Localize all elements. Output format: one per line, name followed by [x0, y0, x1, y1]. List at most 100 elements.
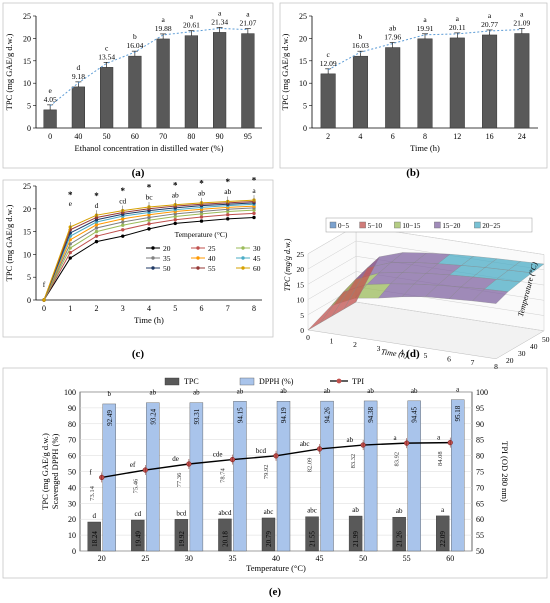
series-point	[121, 223, 125, 227]
bar	[128, 55, 142, 129]
significance-letter: d	[95, 201, 99, 210]
legend-marker	[196, 246, 200, 250]
tpc-letter: cd	[135, 510, 142, 518]
y-axis-title: TPC (mg GAE/g d.w.)	[4, 205, 14, 282]
significance-letter: f	[43, 280, 46, 289]
y-axis-title: TPC (mg GAE/g d.w.)	[280, 34, 290, 111]
bar	[241, 33, 255, 129]
tpi-letter: a	[394, 434, 398, 442]
tpi-value-label: 77.36	[176, 472, 183, 487]
x-tick-label: 2	[353, 340, 357, 349]
bar	[184, 35, 198, 129]
panel-label: (a)	[132, 167, 145, 179]
x-axis-title: Ethanol concentration in distilled water…	[75, 143, 224, 153]
y-axis-title: TPC (mg/g d.w.)	[283, 238, 292, 291]
series-point	[94, 226, 99, 230]
value-label: 20.11	[449, 23, 466, 32]
chart-d	[307, 217, 545, 360]
series-point	[147, 218, 151, 222]
tpc-value-label: 21.26	[396, 531, 404, 547]
significance-letter: a	[190, 12, 194, 21]
legend-swatch	[434, 221, 441, 229]
legend-label: 5−10	[368, 222, 383, 230]
tpc-value-label: 21.55	[309, 531, 317, 547]
bar	[43, 109, 57, 129]
tpi-value-label: 78.74	[219, 468, 226, 483]
series-point	[173, 218, 177, 222]
x-tick-label: 4	[358, 132, 362, 141]
series-point	[68, 242, 72, 246]
value-label: 21.07	[239, 19, 256, 28]
significance-letter: c	[326, 50, 330, 59]
x-tick-label: 95	[244, 132, 252, 141]
y-tick-label: 50	[68, 468, 76, 477]
dpph-letter: ab	[150, 389, 157, 397]
y-tick-label: 5	[303, 102, 307, 111]
x-tick-label: 0	[306, 333, 310, 342]
tpc-value-label: 20.18	[221, 531, 229, 547]
significance-star: *	[252, 176, 257, 186]
legend-label: TPC	[184, 377, 199, 386]
y-tick-label: 100	[64, 388, 76, 397]
bar	[213, 32, 227, 129]
chart-c	[33, 185, 262, 302]
z-tick-label: 25	[297, 250, 305, 259]
legend-label: 20	[163, 244, 171, 253]
significance-star: *	[121, 186, 126, 196]
tpc-letter: abc	[307, 507, 317, 515]
series-point	[226, 217, 230, 221]
panel-frame-c	[2, 179, 274, 338]
significance-letter: a	[161, 15, 165, 24]
y-tick-label: 0	[27, 124, 31, 133]
legend-label: 25	[208, 244, 216, 253]
x-tick-label: 90	[216, 132, 224, 141]
y-tick-label: 10	[23, 250, 31, 259]
y-tick-label: 30	[518, 349, 526, 358]
y-tick-label: 15	[23, 57, 31, 66]
series-point	[42, 298, 46, 302]
x-tick-label: 70	[159, 132, 167, 141]
y-tick-label: 20	[506, 356, 514, 365]
legend-label: 30	[253, 244, 261, 253]
x-tick-label: 3	[121, 304, 125, 313]
bar-tpc	[87, 521, 101, 552]
y-tick-label: 20	[23, 34, 31, 43]
tpi-value-label: 83.92	[394, 452, 401, 467]
y-right-axis-title: TPI (OD 280 nm)	[500, 441, 510, 502]
series-point	[121, 217, 125, 221]
significance-letter: b	[133, 32, 137, 41]
tpi-letter: f	[89, 468, 92, 476]
y-axis-title: Scavenged DPPH (%)	[50, 434, 60, 510]
significance-letter: a	[218, 8, 222, 17]
series-point	[68, 250, 72, 255]
z-tick-label: 5	[300, 311, 304, 320]
x-tick-label: 6	[391, 132, 395, 141]
legend-marker	[151, 266, 155, 270]
tpc-value-label: 19.92	[178, 531, 186, 547]
significance-letter: c	[105, 43, 109, 52]
legend-marker	[151, 256, 155, 260]
y-tick-label: 10	[68, 531, 76, 540]
x-tick-label: 35	[228, 554, 236, 563]
bar	[385, 47, 401, 129]
x-tick-label: 24	[518, 132, 526, 141]
bar-tpc	[174, 519, 189, 552]
y-tick-label: 5	[27, 102, 31, 111]
legend-marker	[151, 246, 155, 250]
panel-frame-e	[2, 367, 548, 579]
significance-letter: b	[359, 32, 363, 41]
chart-e	[79, 377, 473, 552]
bar-dpph	[146, 402, 160, 552]
significance-star: *	[173, 180, 178, 190]
legend-label: 15−20	[442, 222, 460, 230]
x-tick-label: 50	[103, 132, 111, 141]
dpph-letter: ab	[411, 387, 418, 395]
significance-letter: ab	[198, 189, 205, 198]
series-point	[173, 214, 177, 219]
tpi-letter: bcd	[256, 447, 267, 455]
significance-star: *	[68, 190, 73, 200]
y-tick-label: 25	[23, 12, 31, 21]
value-label: 12.09	[320, 59, 337, 68]
tpi-letter: ef	[130, 461, 136, 469]
